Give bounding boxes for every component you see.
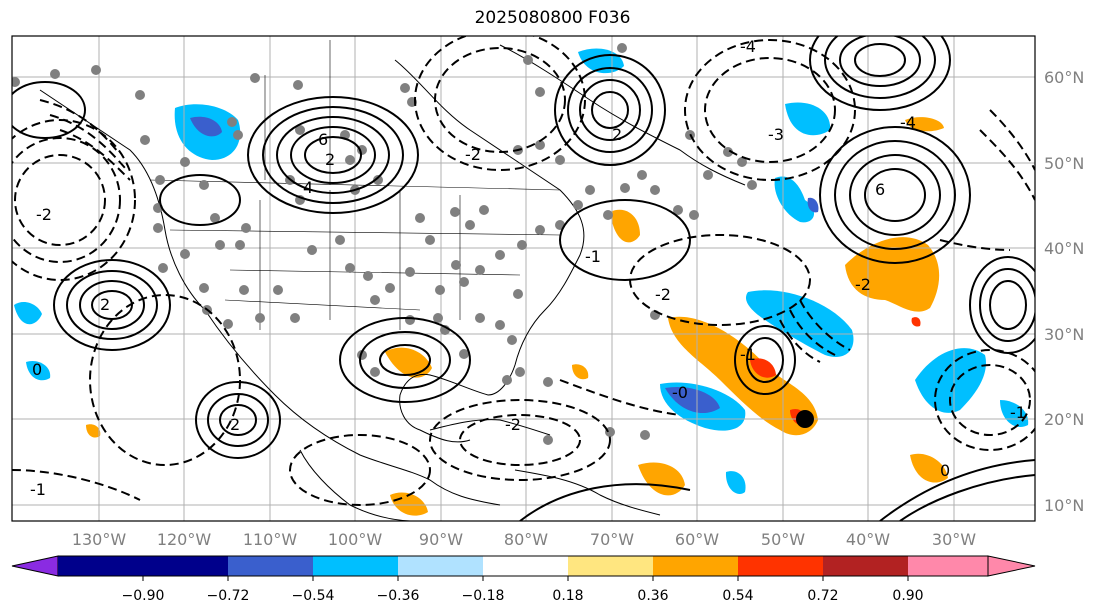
contour-label: -0 [672, 383, 688, 402]
longitude-labels: 130°W 120°W 110°W 100°W 90°W 80°W 70°W 6… [72, 530, 976, 549]
map-title: 2025080800 F036 [474, 8, 631, 28]
latitude-labels: 60°N 50°N 40°N 30°N 20°N 10°N [1044, 68, 1084, 515]
lon-label: 130°W [72, 530, 127, 549]
colorbar-max-extend [987, 555, 1036, 577]
station-markers [12, 43, 757, 445]
contour-label: -4 [740, 37, 756, 56]
colorbar-segment [823, 556, 908, 576]
colorbar-segment [313, 556, 398, 576]
colorbar-segment [58, 556, 143, 576]
colorbar-tick-label: 0.36 [637, 588, 668, 604]
lat-label: 10°N [1044, 496, 1084, 515]
contour-label: -3 [768, 125, 784, 144]
colorbar-segment [568, 556, 653, 576]
contour-label: 2 [100, 295, 110, 314]
lon-label: 100°W [328, 530, 383, 549]
colorbar-segment [143, 556, 228, 576]
contour-label: 2 [230, 415, 240, 434]
colorbar-tick-label: −0.36 [377, 588, 420, 604]
colorbar-tick-label: 0.18 [552, 588, 583, 604]
lon-label: 90°W [419, 530, 463, 549]
colorbar-min-extend [11, 555, 59, 577]
lat-label: 60°N [1044, 68, 1084, 87]
coastlines [39, 44, 746, 521]
contour-label: 4 [303, 178, 313, 197]
colorbar-segment [228, 556, 313, 576]
contour-label: -2 [655, 285, 671, 304]
colorbar-tick-label: −0.18 [462, 588, 505, 604]
negative-contours [12, 36, 1035, 506]
contour-label: -1 [740, 345, 756, 364]
contour-label: -4 [900, 113, 916, 132]
contour-label: 0 [940, 461, 950, 480]
lon-label: 110°W [243, 530, 298, 549]
colorbar-segment [398, 556, 483, 576]
contour-label: -1 [585, 247, 601, 266]
lat-label: 30°N [1044, 325, 1084, 344]
positive-contours [12, 36, 1035, 521]
colorbar-tick-label: 0.90 [892, 588, 923, 604]
lon-label: 120°W [157, 530, 212, 549]
colorbar-tick-label: −0.90 [122, 588, 165, 604]
colorbar-tick-label: −0.72 [207, 588, 250, 604]
lon-label: 40°W [846, 530, 890, 549]
colorbar: −0.90 −0.72 −0.54 −0.36 −0.18 0.18 0.36 … [11, 555, 1036, 604]
shaded-fields [14, 48, 1029, 516]
colorbar-tick-label: 0.54 [722, 588, 753, 604]
colorbar-tick-label: −0.54 [292, 588, 335, 604]
lon-label: 80°W [504, 530, 548, 549]
lat-label: 50°N [1044, 154, 1084, 173]
map-border [11, 35, 1036, 522]
contour-label: -2 [505, 415, 521, 434]
contour-label: -2 [36, 205, 52, 224]
contour-label: -2 [465, 145, 481, 164]
contour-label: 0 [32, 360, 42, 379]
colorbar-segment [653, 556, 738, 576]
colorbar-tick-label: 0.72 [807, 588, 838, 604]
storm-center-marker [796, 410, 814, 428]
colorbar-segment [738, 556, 823, 576]
contour-label: -1 [30, 480, 46, 499]
contour-label: 2 [612, 125, 622, 144]
lon-label: 30°W [932, 530, 976, 549]
lat-label: 40°N [1044, 239, 1084, 258]
lat-label: 20°N [1044, 410, 1084, 429]
contour-label: 2 [325, 150, 335, 169]
contour-label: 6 [318, 130, 328, 149]
lon-label: 50°W [761, 530, 805, 549]
colorbar-segment [483, 556, 568, 576]
contour-labels: 2 6 4 -2 -3 2 -4 -2 6 -4 2 -1 -2 -2 -1 -… [30, 37, 1026, 499]
lon-label: 70°W [590, 530, 634, 549]
contour-label: -1 [1010, 403, 1026, 422]
colorbar-segment [908, 556, 988, 576]
lon-label: 60°W [675, 530, 719, 549]
contour-label: -2 [855, 275, 871, 294]
contour-label: 6 [875, 180, 885, 199]
